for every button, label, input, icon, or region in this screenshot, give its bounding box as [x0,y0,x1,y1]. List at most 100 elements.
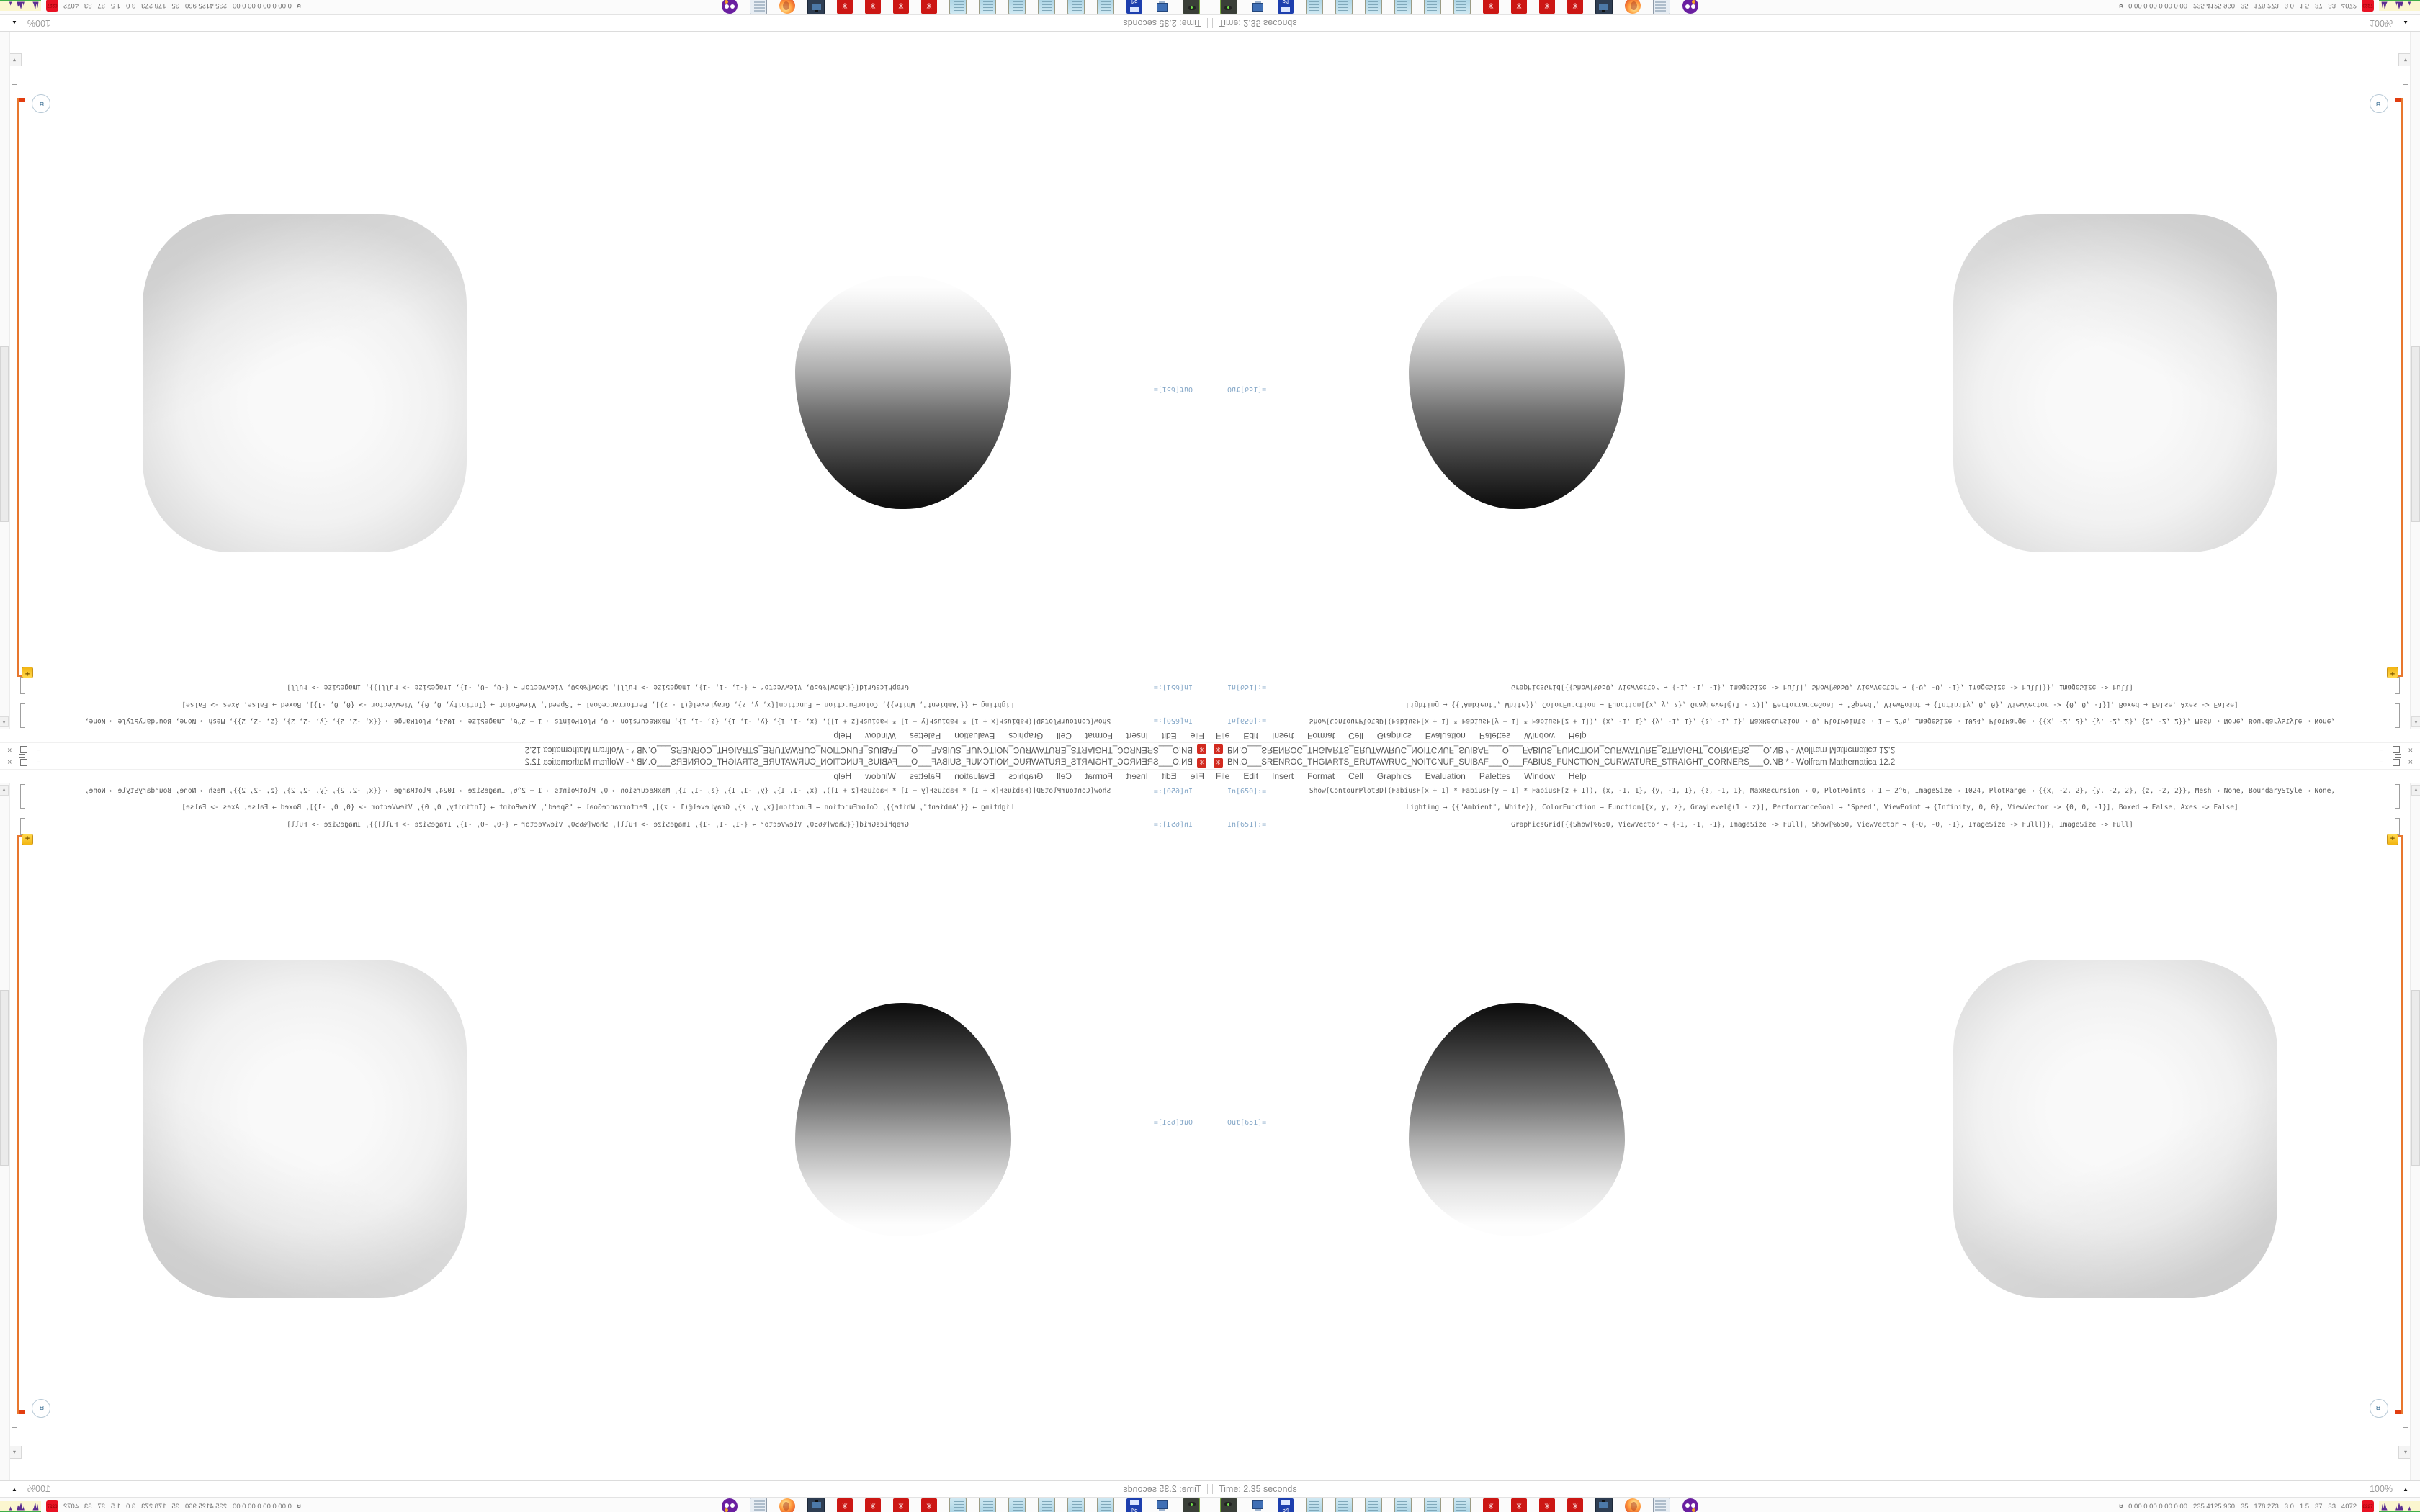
scrollbar-up-arrow-icon[interactable]: ▲ [0,716,9,727]
magnification-value[interactable]: 100% [2370,1484,2393,1494]
cell-bracket-output-orange[interactable] [2395,835,2403,1414]
close-icon[interactable]: × [7,757,12,767]
vertical-scrollbar[interactable]: ▲ [2410,783,2420,1480]
taskbar-mathematica-icon[interactable]: ✳ [921,0,937,14]
vertical-scrollbar[interactable]: ▲ [0,783,10,1480]
menu-insert[interactable]: Insert [1126,731,1148,741]
window-title-bar[interactable]: ✳ BN.O___SRENROC_THGIARTS_ERUTAWRUC_NOIT… [0,756,1210,770]
menu-window[interactable]: Window [865,731,896,741]
taskbar-monitor-camera-icon[interactable] [807,0,825,14]
menu-help[interactable]: Help [1568,771,1587,781]
taskbar-notepad-icon[interactable] [949,1498,967,1512]
restore-icon[interactable] [20,746,28,753]
menu-file[interactable]: File [1190,771,1204,781]
magnification-menu-icon[interactable]: ▲ [12,19,17,27]
tray-red-badge[interactable]: 8227 [2362,0,2375,12]
cpu-history-graph-icon[interactable] [0,1500,41,1512]
taskbar-mathematica-icon[interactable]: ✳ [1483,1498,1499,1512]
menu-edit[interactable]: Edit [1161,731,1177,741]
scrollbar-up-arrow-icon[interactable]: ▲ [2411,716,2420,727]
taskbar-screen-recorder-icon[interactable] [1183,1498,1200,1512]
taskbar-monitor-camera-icon[interactable] [807,1498,825,1512]
taskbar-owl-icon[interactable] [722,0,738,14]
close-icon[interactable]: × [2408,757,2413,767]
code-line-3[interactable]: GraphicsGrid[{{Show[%650, ViewVector → {… [287,821,909,829]
taskbar-notepad-icon[interactable] [1306,1498,1323,1512]
taskbar-notepad-icon[interactable] [1424,1498,1441,1512]
menu-window[interactable]: Window [1524,731,1555,741]
taskbar-mathematica-icon[interactable]: ✳ [865,0,881,14]
taskbar-notepad-icon[interactable] [1306,0,1323,14]
cpu-history-graph-icon[interactable] [0,0,41,12]
menu-window[interactable]: Window [865,771,896,781]
taskbar-screen-recorder-icon[interactable] [1183,0,1200,14]
taskbar-floppy64-icon[interactable] [1126,1498,1142,1512]
cell-bracket-in650[interactable] [20,703,26,728]
close-icon[interactable]: × [2408,745,2413,755]
tray-expand-chevron-icon[interactable]: « [2117,3,2126,9]
tray-red-badge[interactable]: 8227 [45,0,58,12]
menu-evaluation[interactable]: Evaluation [954,771,995,781]
taskbar-notepad-icon[interactable] [1067,0,1085,14]
code-line-1[interactable]: Show[ContourPlot3D[(FabiusF[x + 1] * Fab… [84,717,1111,725]
cell-insert-plus-icon[interactable]: + [22,667,33,678]
restore-icon[interactable] [2392,757,2401,766]
menu-cell[interactable]: Cell [1348,771,1363,781]
cell-insert-plus-icon[interactable]: + [2387,667,2398,678]
taskbar-firefox-icon[interactable] [1625,1498,1641,1512]
taskbar-mathematica-icon[interactable]: ✳ [1567,0,1583,14]
minimize-icon[interactable]: − [36,757,41,767]
taskbar-firefox-icon[interactable] [779,1498,795,1512]
taskbar-mathematica-icon[interactable]: ✳ [1511,1498,1527,1512]
taskbar-mathematica-icon[interactable]: ✳ [921,1498,937,1512]
menu-help[interactable]: Help [833,731,852,741]
cell-bracket-in650[interactable] [20,784,26,809]
restore-icon[interactable] [2392,746,2400,753]
tray-expand-chevron-icon[interactable]: « [2117,1503,2126,1509]
tray-red-badge[interactable]: 8227 [45,1500,58,1512]
menu-format[interactable]: Format [1085,731,1113,741]
menu-palettes[interactable]: Palettes [909,731,941,741]
cell-bracket-output-orange[interactable] [2395,98,2403,677]
code-line-1[interactable]: Show[ContourPlot3D[(FabiusF[x + 1] * Fab… [84,787,1111,795]
vertical-scrollbar[interactable]: ▲ [2410,32,2420,729]
taskbar-floppy64-icon[interactable] [1278,0,1294,14]
taskbar-floppy64-icon[interactable] [1278,1498,1294,1512]
menu-cell[interactable]: Cell [1348,731,1363,741]
taskbar-computer-icon[interactable] [1250,1498,1265,1512]
taskbar-computer-icon[interactable] [1250,0,1265,14]
taskbar-mathematica-icon[interactable]: ✳ [1511,0,1527,14]
minimize-icon[interactable]: − [2379,745,2384,755]
taskbar-computer-icon[interactable] [1155,0,1170,14]
menu-cell[interactable]: Cell [1057,731,1072,741]
menu-file[interactable]: File [1216,771,1230,781]
menu-help[interactable]: Help [833,771,852,781]
taskbar-monitor-camera-icon[interactable] [1595,0,1613,14]
jump-to-end-chevron-icon[interactable]: » [32,94,50,113]
taskbar-owl-icon[interactable] [1682,1498,1698,1512]
magnification-value[interactable]: 100% [2370,18,2393,28]
taskbar-notepad-icon[interactable] [1008,1498,1026,1512]
taskbar-notepad-icon[interactable] [1424,0,1441,14]
magnification-menu-icon[interactable]: ▲ [2403,19,2408,27]
cell-bracket-in650[interactable] [2394,784,2400,809]
cell-bracket-in651[interactable] [20,677,26,694]
taskbar-notepad-icon[interactable] [1038,1498,1055,1512]
taskbar-notepad-icon[interactable] [1453,0,1471,14]
cell-bracket-in651[interactable] [2394,677,2400,694]
taskbar-notepad-icon[interactable] [979,0,996,14]
vertical-scrollbar[interactable]: ▲ [0,32,10,729]
code-line-3[interactable]: GraphicsGrid[{{Show[%650, ViewVector → {… [287,683,909,691]
menu-insert[interactable]: Insert [1272,771,1294,781]
taskbar-notepad-icon[interactable] [1394,1498,1412,1512]
scrollbar-thumb[interactable] [2411,346,2420,522]
menu-evaluation[interactable]: Evaluation [1425,731,1466,741]
taskbar-notepad-icon[interactable] [1335,0,1353,14]
taskbar-script-icon[interactable] [750,0,767,14]
taskbar-mathematica-icon[interactable]: ✳ [1539,0,1555,14]
jump-to-end-chevron-icon[interactable]: » [2370,1399,2388,1418]
taskbar-firefox-icon[interactable] [1625,0,1641,14]
taskbar-notepad-icon[interactable] [1453,1498,1471,1512]
menu-format[interactable]: Format [1307,771,1335,781]
menu-window[interactable]: Window [1524,771,1555,781]
